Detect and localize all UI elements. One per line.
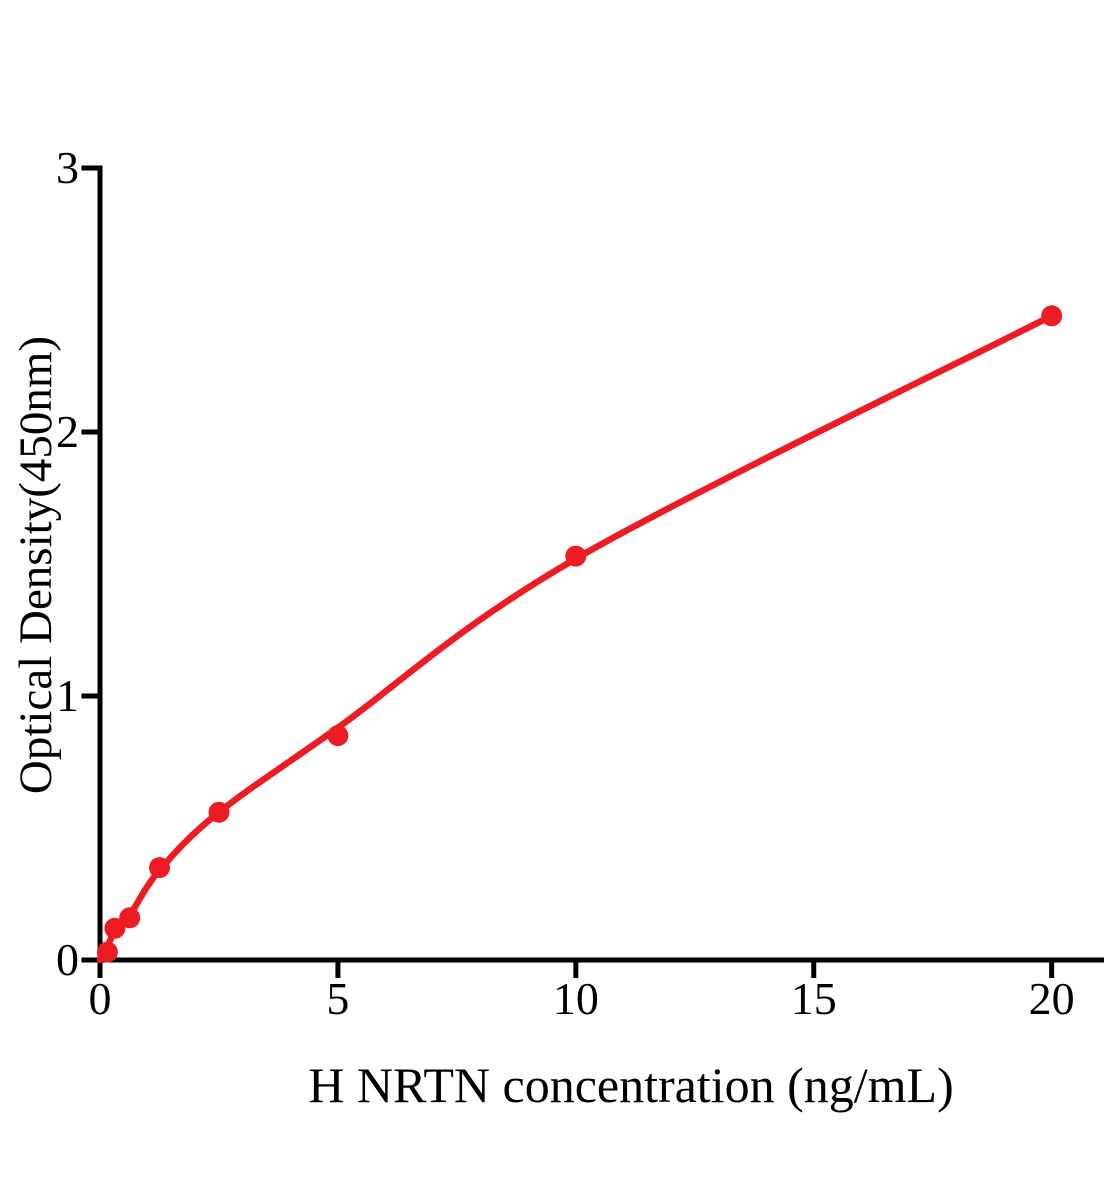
data-point: [327, 725, 349, 747]
fit-curve: [96, 312, 1055, 964]
data-point: [119, 907, 141, 929]
x-axis-title: H NRTN concentration (ng/mL): [308, 1057, 954, 1113]
y-tick-label: 1: [56, 670, 79, 721]
y-axis-title: Optical Density(450nm): [10, 335, 62, 795]
data-point: [96, 941, 118, 963]
data-point: [149, 857, 170, 879]
data-point: [208, 801, 230, 823]
data-point: [104, 917, 126, 939]
x-tick-label: 15: [791, 973, 837, 1024]
data-point: [1041, 305, 1063, 327]
y-tick-label: 2: [56, 406, 79, 457]
x-tick-label: 0: [89, 973, 112, 1024]
y-tick-label: 0: [56, 934, 79, 985]
x-tick-label: 20: [1029, 973, 1075, 1024]
x-tick-label: 10: [553, 973, 599, 1024]
data-point: [565, 545, 587, 567]
x-tick-label: 5: [326, 973, 349, 1024]
y-tick-label: 3: [56, 142, 79, 193]
